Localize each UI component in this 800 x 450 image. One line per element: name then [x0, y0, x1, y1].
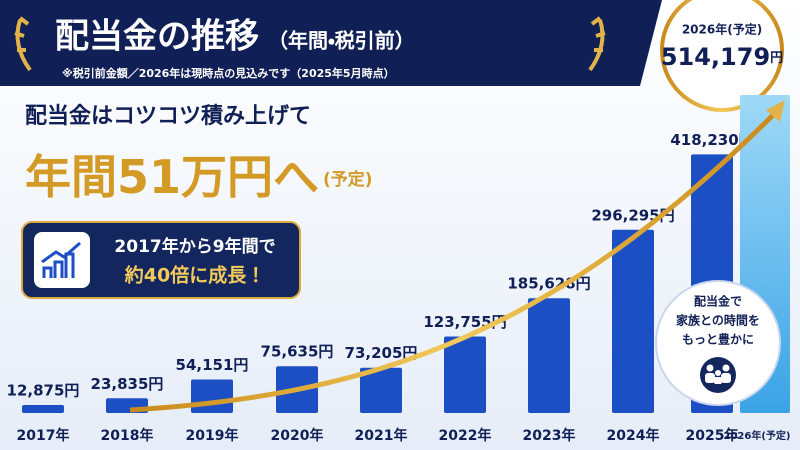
x-tick-label: 2020年	[271, 427, 324, 444]
note: ※税引前金額／2026年は現時点の見込みです（2025年5月時点）	[62, 66, 395, 80]
badge-number: 514,179	[661, 43, 770, 71]
value-label: 23,835円	[91, 375, 164, 393]
bubble-line: 家族との時間を	[676, 313, 760, 328]
bar	[528, 298, 570, 413]
bar	[191, 379, 233, 413]
x-tick-label: 2025年	[686, 427, 739, 444]
laurel-left	[14, 16, 32, 72]
family-figures	[705, 364, 731, 384]
value-label: 12,875円	[7, 382, 80, 400]
bubble-line: もっと豊かに	[682, 332, 754, 347]
headline-main: 年間51万円へ	[25, 150, 319, 204]
value-label: 418,230円	[670, 131, 753, 149]
x-tick-label: 2026年(予定)	[724, 429, 791, 442]
arrow-head	[766, 100, 785, 122]
subtitle: （年間・税引前）	[268, 29, 415, 53]
value-label: 73,205円	[345, 344, 418, 362]
bar	[22, 405, 64, 413]
value-label: 54,151円	[176, 356, 249, 374]
trend-arrow	[129, 106, 782, 413]
value-label: 75,635円	[261, 343, 334, 361]
x-tick-label: 2021年	[355, 427, 408, 444]
header-band	[0, 0, 662, 86]
callout-box	[21, 221, 301, 299]
x-tick-label: 2017年	[17, 427, 70, 444]
bubble-line: 配当金で	[694, 294, 742, 309]
x-tick-label: 2024年	[607, 427, 660, 444]
growth-icon	[41, 241, 81, 278]
bar	[360, 367, 402, 413]
x-tick-label: 2019年	[186, 427, 239, 444]
bar	[444, 336, 486, 413]
x-tick-label: 2018年	[101, 427, 154, 444]
callout-line2: 約40倍に成長！	[124, 264, 265, 287]
title: 配当金の推移	[55, 17, 259, 57]
message-bubble	[655, 280, 781, 406]
x-tick-label: 2022年	[439, 427, 492, 444]
headline-suffix: (予定)	[323, 169, 373, 190]
badge-unit: 円	[770, 51, 783, 66]
headline-line1: 配当金はコツコツ積み上げて	[25, 104, 311, 129]
badge	[660, 0, 784, 112]
bars: 12,875円 2017年 23,835円 2018年 54,151円 2019年 75,6…	[7, 95, 791, 444]
badge-value: 514,179円	[661, 43, 783, 71]
headline-main-text: 年間51万円へ (予定)	[25, 150, 373, 204]
x-tick-label: 2023年	[523, 427, 576, 444]
badge-label: 2026年(予定)	[682, 22, 762, 37]
laurel-right	[588, 16, 606, 72]
bar	[612, 229, 654, 413]
callout-line1: 2017年から9年間で	[114, 236, 275, 257]
